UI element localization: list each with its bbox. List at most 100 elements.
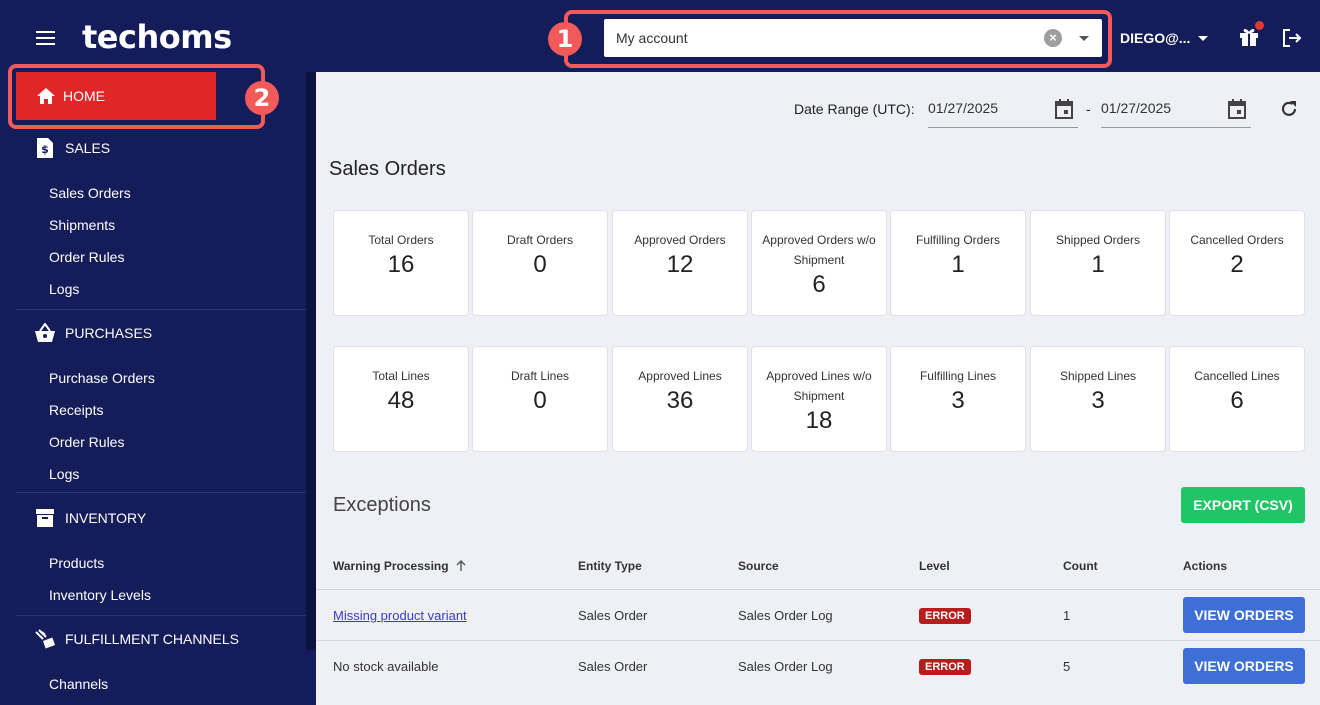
view-orders-button[interactable]: VIEW ORDERS	[1183, 648, 1305, 684]
warning-link[interactable]: Missing product variant	[333, 608, 467, 623]
sales-document-icon: $	[34, 137, 56, 159]
date-to-value: 01/27/2025	[1101, 100, 1172, 116]
main-content: Date Range (UTC): 01/27/2025 - 01/27/202…	[316, 72, 1320, 705]
stat-label: Approved Lines w/o Shipment	[766, 369, 872, 403]
home-icon	[36, 87, 56, 105]
stat-label: Approved Orders	[634, 233, 726, 247]
sidebar-item-channels[interactable]: Channels	[49, 676, 109, 692]
stat-value: 6	[1230, 387, 1244, 414]
table-row: No stock available Sales Order Sales Ord…	[316, 640, 1320, 691]
divider	[16, 309, 306, 310]
date-from-field[interactable]: 01/27/2025	[928, 98, 1078, 128]
app-logo[interactable]: techoms	[82, 18, 232, 56]
top-bar: techoms 1 My account × DIEGO@...	[0, 0, 1320, 72]
svg-text:$: $	[41, 143, 49, 156]
sidebar-section-label: SALES	[65, 140, 111, 156]
view-orders-button[interactable]: VIEW ORDERS	[1183, 597, 1305, 633]
table-row: Missing product variant Sales Order Sale…	[316, 589, 1320, 640]
sidebar-section-inventory[interactable]: INVENTORY	[34, 507, 146, 529]
notification-dot	[1254, 20, 1265, 31]
divider	[16, 615, 306, 616]
chevron-down-icon[interactable]	[1079, 36, 1089, 41]
entity-type-cell: Sales Order	[578, 608, 648, 623]
stat-value: 18	[805, 407, 833, 434]
column-header-count[interactable]: Count	[1063, 559, 1098, 573]
column-header-level[interactable]: Level	[919, 559, 950, 573]
date-to-field[interactable]: 01/27/2025	[1101, 98, 1251, 128]
stat-card-shipped-lines: Shipped Lines 3	[1030, 346, 1166, 452]
user-label: DIEGO@...	[1120, 30, 1191, 46]
stat-label: Approved Lines	[638, 369, 722, 383]
sidebar-scrollbar[interactable]	[306, 72, 316, 650]
sidebar-section-sales[interactable]: $ SALES	[34, 137, 110, 159]
calendar-icon[interactable]	[1227, 98, 1247, 123]
column-header-source[interactable]: Source	[738, 559, 779, 573]
stat-value: 48	[387, 387, 415, 414]
stat-label: Shipped Orders	[1055, 233, 1141, 247]
fulfillment-channels-icon	[34, 628, 56, 650]
stat-value: 3	[1091, 387, 1105, 414]
stat-value: 36	[666, 387, 694, 414]
clear-icon[interactable]: ×	[1044, 29, 1062, 47]
stat-card-shipped-orders: Shipped Orders 1	[1030, 210, 1166, 316]
sidebar-item-purchase-orders[interactable]: Purchase Orders	[49, 370, 155, 386]
stat-card-fulfilling-orders: Fulfilling Orders 1	[890, 210, 1026, 316]
sidebar-item-purchase-order-rules[interactable]: Order Rules	[49, 434, 125, 450]
menu-icon[interactable]	[36, 31, 55, 45]
logout-icon[interactable]	[1281, 27, 1303, 54]
export-csv-button[interactable]: EXPORT (CSV)	[1181, 487, 1305, 523]
divider	[16, 492, 306, 493]
level-badge: ERROR	[919, 659, 971, 675]
stat-value: 6	[812, 271, 826, 298]
stat-value: 1	[1091, 251, 1105, 278]
entity-type-cell: Sales Order	[578, 659, 648, 674]
stat-value: 1	[951, 251, 965, 278]
stat-label: Draft Lines	[510, 369, 570, 383]
stat-card-cancelled-lines: Cancelled Lines 6	[1169, 346, 1305, 452]
account-select-value: My account	[616, 30, 688, 46]
date-range-label: Date Range (UTC):	[794, 101, 915, 117]
stat-label: Cancelled Orders	[1190, 233, 1284, 247]
column-header-warning[interactable]: Warning Processing	[333, 559, 466, 575]
sales-orders-heading: Sales Orders	[329, 158, 446, 180]
column-header-entity-type[interactable]: Entity Type	[578, 559, 642, 573]
annotation-outline-home	[8, 64, 265, 129]
account-select[interactable]: My account ×	[604, 19, 1102, 57]
stat-card-total-orders: Total Orders 16	[333, 210, 469, 316]
refresh-icon[interactable]	[1278, 98, 1300, 125]
stat-card-approved-orders-no-shipment: Approved Orders w/o Shipment 6	[751, 210, 887, 316]
sidebar-item-inventory-levels[interactable]: Inventory Levels	[49, 587, 151, 603]
sidebar-item-products[interactable]: Products	[49, 555, 105, 571]
stat-card-total-lines: Total Lines 48	[333, 346, 469, 452]
sidebar-section-purchases[interactable]: PURCHASES	[34, 322, 152, 344]
sidebar-item-purchase-logs[interactable]: Logs	[49, 466, 80, 482]
sidebar-item-sales-logs[interactable]: Logs	[49, 281, 80, 297]
stat-label: Cancelled Lines	[1194, 369, 1280, 383]
stat-card-fulfilling-lines: Fulfilling Lines 3	[890, 346, 1026, 452]
annotation-badge-2: 2	[245, 81, 279, 115]
sidebar-item-sales-order-rules[interactable]: Order Rules	[49, 249, 125, 265]
sidebar-item-receipts[interactable]: Receipts	[49, 402, 104, 418]
sort-arrow-up-icon[interactable]	[456, 560, 466, 575]
user-menu[interactable]: DIEGO@...	[1120, 30, 1190, 46]
stat-value: 12	[666, 251, 694, 278]
sidebar-section-label: INVENTORY	[65, 510, 147, 526]
stat-label: Shipped Lines	[1059, 369, 1137, 383]
stat-label: Draft Orders	[506, 233, 573, 247]
sidebar-item-sales-orders[interactable]: Sales Orders	[49, 185, 131, 201]
stat-label: Approved Orders w/o Shipment	[762, 233, 876, 267]
basket-icon	[34, 322, 56, 344]
user-menu-chevron-icon[interactable]	[1198, 36, 1208, 41]
sidebar-section-fulfillment-channels[interactable]: FULFILLMENT CHANNELS	[34, 628, 239, 650]
date-separator: -	[1086, 101, 1091, 117]
stat-value: 2	[1230, 251, 1244, 278]
column-header-actions: Actions	[1183, 559, 1228, 573]
sidebar: HOME 2 $ SALES Sales Orders Shipments Or…	[0, 64, 316, 705]
gift-icon[interactable]	[1238, 26, 1260, 53]
calendar-icon[interactable]	[1054, 98, 1074, 123]
annotation-badge-1: 1	[548, 22, 582, 56]
stat-card-approved-lines: Approved Lines 36	[612, 346, 748, 452]
sidebar-section-label: FULFILLMENT CHANNELS	[65, 631, 240, 647]
sidebar-item-home[interactable]: HOME	[16, 72, 216, 120]
sidebar-item-shipments[interactable]: Shipments	[49, 217, 116, 233]
